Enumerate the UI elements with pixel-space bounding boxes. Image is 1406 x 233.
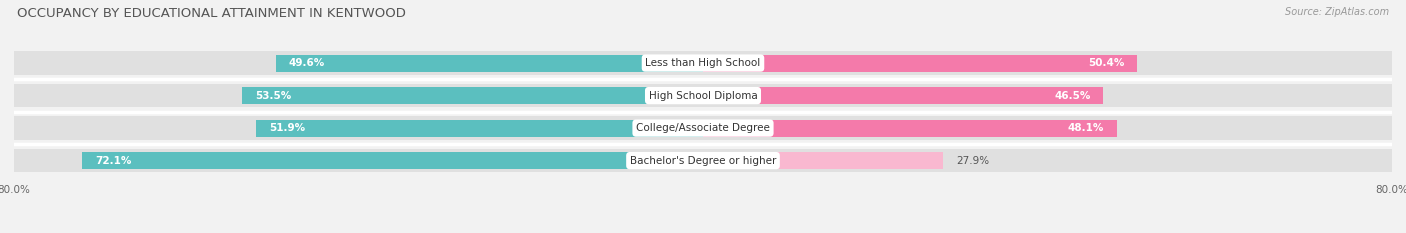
Text: 72.1%: 72.1%: [96, 156, 131, 166]
Bar: [82, 152, 703, 169]
Text: High School Diploma: High School Diploma: [648, 91, 758, 101]
Bar: [703, 51, 1392, 75]
Text: 46.5%: 46.5%: [1054, 91, 1091, 101]
Text: College/Associate Degree: College/Associate Degree: [636, 123, 770, 133]
Bar: [703, 87, 1104, 104]
Text: Bachelor's Degree or higher: Bachelor's Degree or higher: [630, 156, 776, 166]
Bar: [14, 149, 703, 172]
Text: 48.1%: 48.1%: [1069, 123, 1104, 133]
Text: 53.5%: 53.5%: [256, 91, 291, 101]
Bar: [703, 120, 1118, 137]
Text: 51.9%: 51.9%: [269, 123, 305, 133]
Bar: [14, 116, 703, 140]
Text: Source: ZipAtlas.com: Source: ZipAtlas.com: [1285, 7, 1389, 17]
Text: OCCUPANCY BY EDUCATIONAL ATTAINMENT IN KENTWOOD: OCCUPANCY BY EDUCATIONAL ATTAINMENT IN K…: [17, 7, 406, 20]
Bar: [14, 51, 703, 75]
Text: 49.6%: 49.6%: [288, 58, 325, 68]
Bar: [14, 84, 703, 107]
Bar: [256, 120, 703, 137]
Text: 50.4%: 50.4%: [1088, 58, 1125, 68]
Bar: [703, 84, 1392, 107]
Bar: [242, 87, 703, 104]
Text: Less than High School: Less than High School: [645, 58, 761, 68]
Bar: [276, 55, 703, 72]
Bar: [703, 149, 1392, 172]
Bar: [703, 55, 1137, 72]
Text: 27.9%: 27.9%: [956, 156, 990, 166]
Bar: [703, 116, 1392, 140]
Bar: [703, 152, 943, 169]
